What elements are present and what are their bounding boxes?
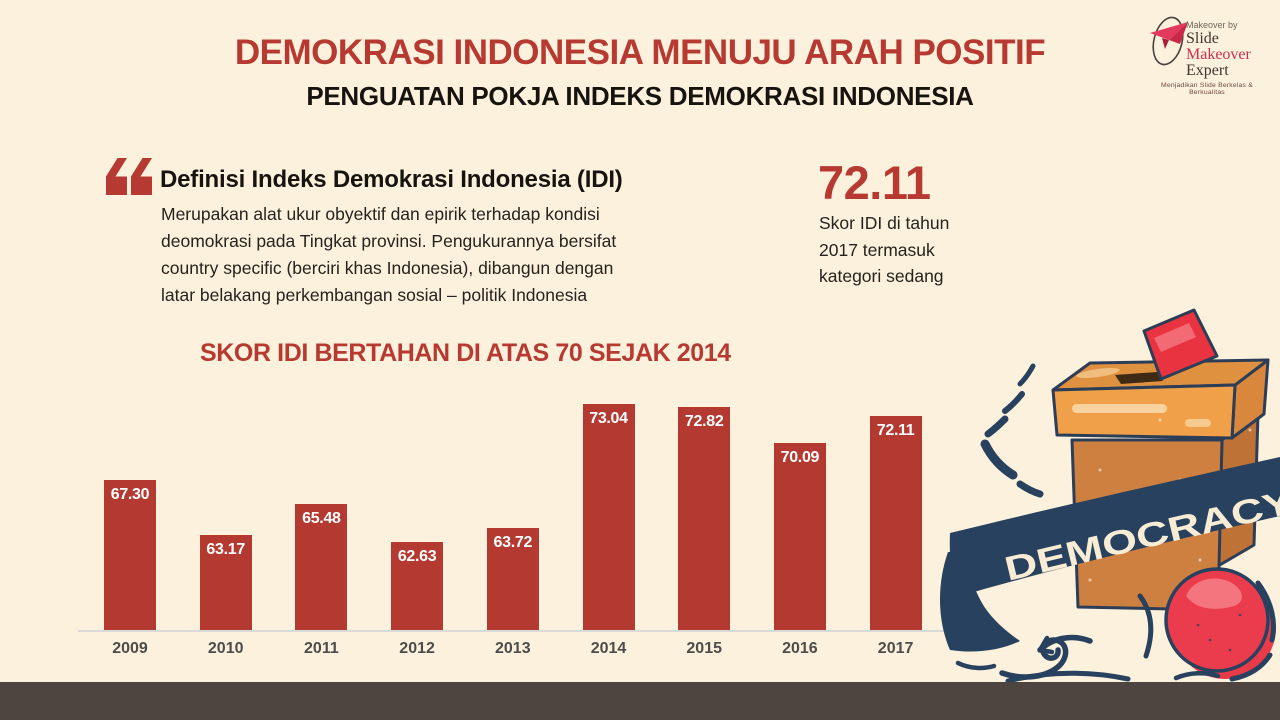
logo-tagline: Menjadikan Slide Berkelas & Berkualitas [1161, 82, 1253, 96]
bar-2015: 72.82 [678, 407, 731, 630]
axis-year-label: 2015 [686, 640, 722, 657]
bar-value-label: 63.72 [493, 534, 533, 551]
logo-makeover-by: Makeover by [1186, 20, 1238, 30]
page-subtitle: PENGUATAN POKJA INDEKS DEMOKRASI INDONES… [306, 81, 974, 111]
chart-title: SKOR IDI BERTAHAN DI ATAS 70 SEJAK 2014 [200, 339, 731, 367]
axis-year-label: 2009 [112, 640, 148, 657]
bar-2012: 62.63 [391, 542, 444, 630]
idi-score-caption: Skor IDI di tahun 2017 termasuk kategori s… [819, 213, 950, 286]
bar-2011: 65.48 [295, 504, 348, 630]
logo-word-slide: Slide [1186, 30, 1219, 47]
paper-plane-icon [1146, 12, 1192, 73]
axis-year-label: 2010 [207, 640, 244, 657]
chart-plot: 67.30 2009 63.17 2010 65.48 2011 62.63 2012 63.7… [78, 378, 952, 657]
bar-2016: 70.09 [773, 443, 826, 630]
bar-value-label: 73.04 [589, 410, 628, 427]
quote-mark-icon [131, 158, 152, 195]
axis-year-label: 2014 [590, 640, 627, 657]
bar-2014: 73.04 [582, 404, 635, 630]
ballot-box-illustration: DEMOCRACY [940, 308, 1280, 682]
bar-value-label: 63.17 [206, 541, 245, 558]
emphasis-dashes [980, 363, 1044, 498]
logo-word-expert: Expert [1186, 62, 1229, 79]
brand-logo: Makeover by Slide Makeover Expert Menjad… [1146, 12, 1270, 96]
bar-value-label: 70.09 [780, 449, 820, 466]
bar-value-label: 62.63 [397, 548, 437, 565]
bar-value-label: 65.48 [302, 510, 341, 527]
bar-2017: 72.11 [869, 416, 922, 630]
bar-value-label: 72.82 [684, 413, 724, 430]
logo-word-makeover: Makeover [1186, 46, 1251, 63]
bar-value-label: 72.11 [876, 422, 915, 439]
bar-value-label: 67.30 [110, 486, 150, 503]
quote-mark-icon [106, 158, 127, 195]
axis-year-label: 2012 [399, 640, 435, 657]
axis-year-label: 2016 [782, 640, 818, 657]
bar-2010: 63.17 [199, 535, 252, 630]
axis-year-label: 2013 [495, 640, 531, 657]
page-title: DEMOKRASI INDONESIA MENUJU ARAH POSITIF [234, 33, 1046, 72]
bar-2013: 63.72 [486, 528, 539, 630]
footer-bar [0, 682, 1280, 720]
swirl-decorations [955, 580, 1276, 682]
red-ball [1164, 567, 1276, 679]
ballot-card [1142, 308, 1219, 381]
definition-body: Merupakan alat ukur obyektif dan epirik … [161, 204, 617, 305]
axis-year-label: 2017 [877, 640, 914, 657]
idi-score-value: 72.11 [818, 156, 931, 209]
axis-year-label: 2011 [304, 640, 339, 657]
definition-heading: Definisi Indeks Demokrasi Indonesia (IDI… [160, 166, 623, 193]
bar-2009: 67.30 [104, 480, 156, 630]
